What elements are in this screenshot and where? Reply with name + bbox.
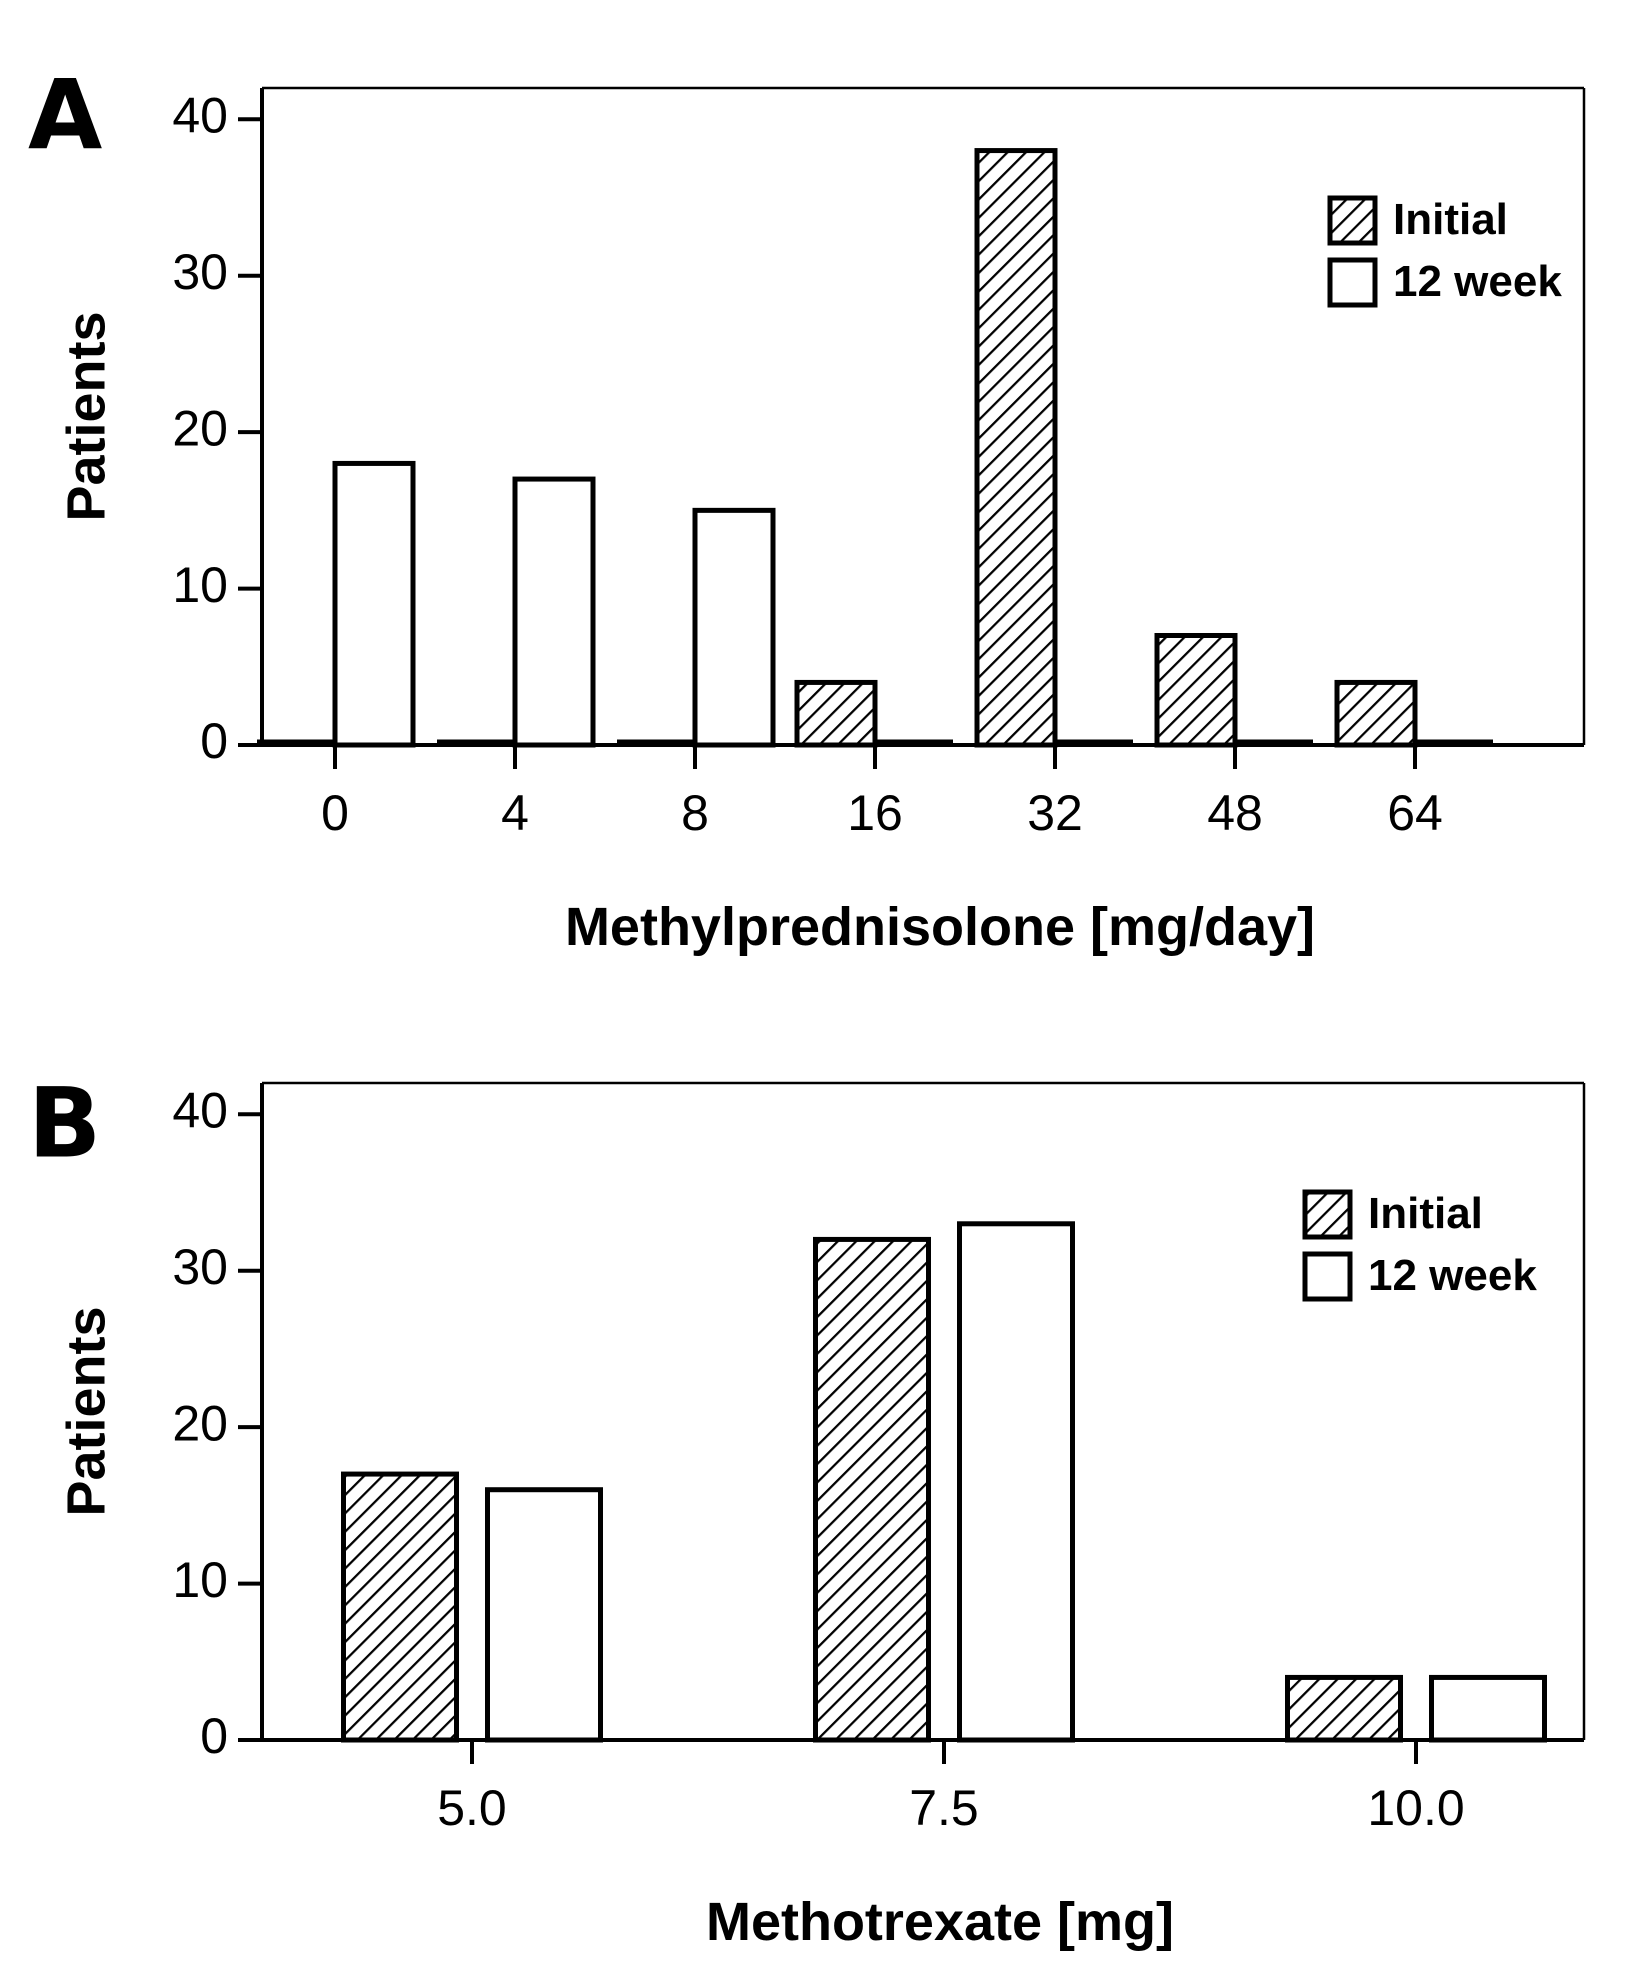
panel-a-y-tick-label: 40: [172, 87, 228, 143]
panel-b-y-tick-label: 30: [172, 1239, 228, 1295]
panel-a-y-axis-title: Patients: [56, 311, 116, 521]
panel-a-bar-initial-16: [794, 679, 878, 748]
panel-a-letter: A: [28, 59, 102, 171]
panel-b-x-axis-title: Methotrexate [mg]: [706, 1892, 1174, 1952]
panel-b-y-tick-label: 0: [200, 1708, 228, 1764]
panel-a-y-tick-label: 10: [172, 557, 228, 613]
panel-a-x-tick-label: 48: [1207, 785, 1263, 841]
panel-b-legend-swatch-initial: [1302, 1189, 1353, 1240]
panel-a-bar-12-week-8: [692, 507, 776, 748]
panel-a-legend-swatch-initial: [1327, 195, 1378, 246]
panel-b-bar-initial-5-0: [341, 1471, 459, 1743]
panel-b-y-tick-label: 20: [172, 1395, 228, 1451]
panel-a-x-tick-label: 0: [321, 785, 349, 841]
panel-a-x-tick-label: 8: [681, 785, 709, 841]
panel-a-bar-12-week-4: [512, 476, 596, 748]
panel-a-legend-swatch-12-week: [1327, 257, 1378, 308]
panel-a-x-tick-label: 32: [1027, 785, 1083, 841]
panel-b-legend-swatch-12-week: [1302, 1251, 1353, 1302]
panel-b-bar-12-week-5-0: [485, 1487, 603, 1743]
panel-b-bar-12-week-10-0: [1429, 1674, 1547, 1743]
panel-a-bar-12-week-0: [332, 460, 416, 748]
panel-a-x-tick-label: 4: [501, 785, 529, 841]
panel-b-x-tick-label: 7.5: [909, 1780, 979, 1836]
panel-a-x-axis-title: Methylprednisolone [mg/day]: [565, 897, 1315, 957]
panel-a-legend-label-initial: Initial: [1393, 195, 1508, 244]
panel-b-y-tick-label: 40: [172, 1082, 228, 1138]
panel-b-chart: B 0 10 20 30 40 Patients 5.0 7.5 10.0 Methotrexate…: [28, 1067, 1586, 1952]
panel-b-bar-initial-7-5: [813, 1236, 931, 1743]
panel-b-bar-12-week-7-5: [957, 1221, 1075, 1743]
panel-a-x-tick-label: 64: [1387, 785, 1443, 841]
panel-a-x-tick-label: 16: [847, 785, 903, 841]
panel-b-legend-label-12-week: 12 week: [1368, 1251, 1537, 1300]
panel-a-bar-initial-32: [974, 148, 1058, 748]
panel-a-y-tick-label: 0: [200, 713, 228, 769]
panel-a-bar-initial-48: [1154, 633, 1238, 748]
panel-b-bar-initial-10-0: [1285, 1674, 1403, 1743]
panel-b-letter: B: [28, 1067, 101, 1179]
panel-b-y-tick-label: 10: [172, 1552, 228, 1608]
panel-a-y-tick-label: 30: [172, 244, 228, 300]
panel-a-bar-initial-64: [1334, 679, 1418, 748]
panel-b-x-tick-label: 10.0: [1367, 1780, 1464, 1836]
panel-b-y-axis-title: Patients: [56, 1306, 116, 1516]
panel-b-legend-label-initial: Initial: [1368, 1189, 1483, 1238]
panel-a-y-tick-label: 20: [172, 400, 228, 456]
panel-a-legend-label-12-week: 12 week: [1393, 257, 1562, 306]
panel-b-x-tick-label: 5.0: [437, 1780, 507, 1836]
